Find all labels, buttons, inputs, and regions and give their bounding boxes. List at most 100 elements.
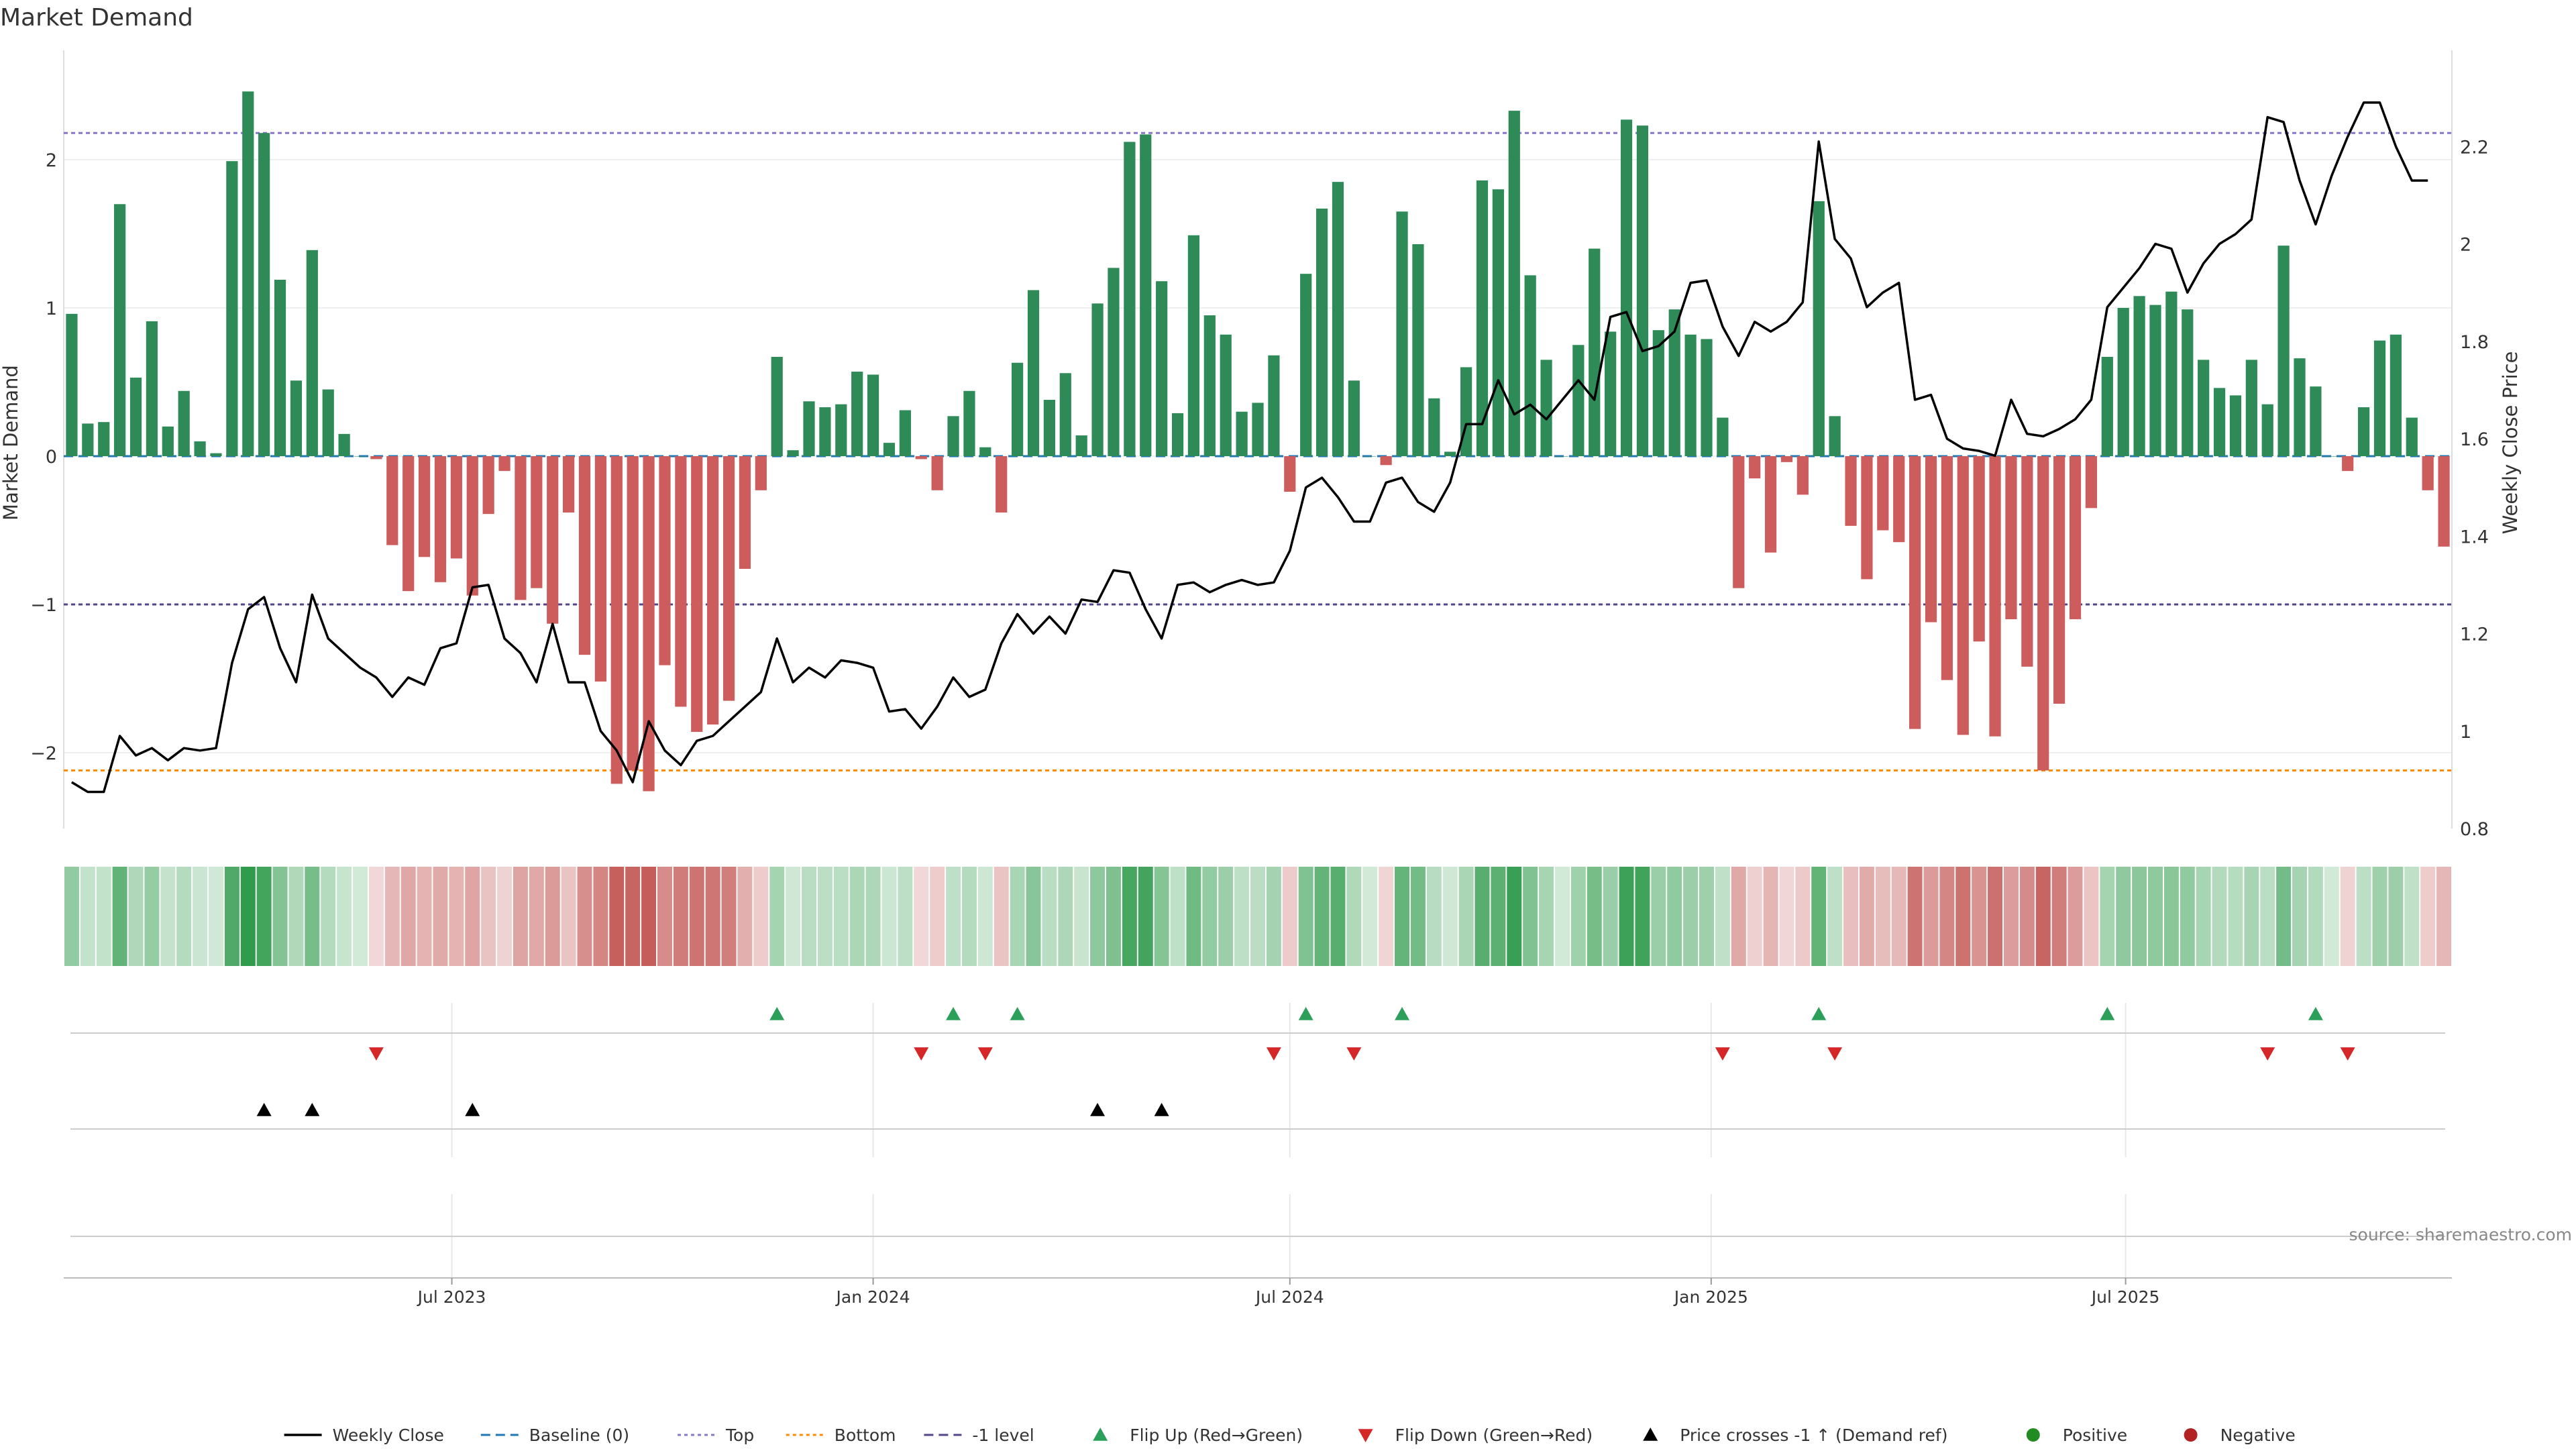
demand-bar [2438, 456, 2450, 547]
demand-bar [1075, 435, 1087, 456]
heat-cell [609, 867, 625, 966]
heat-cell [80, 867, 95, 966]
left-tick-label: 1 [46, 299, 57, 319]
heat-cell [1939, 867, 1955, 966]
heat-cell [961, 867, 977, 966]
demand-bar [578, 456, 591, 655]
flip-up-marker [2100, 1007, 2115, 1020]
demand-bar [1877, 456, 1889, 531]
demand-bar [627, 456, 639, 771]
heat-cell [2420, 867, 2436, 966]
flip-down-marker [977, 1047, 993, 1061]
x-tick-label: Jul 2025 [2090, 1287, 2160, 1307]
price-line-layer [70, 101, 2428, 794]
right-tick-label: 0.8 [2460, 819, 2489, 840]
heat-cell [817, 867, 833, 966]
left-axis-label: Market Demand [0, 365, 22, 521]
heat-cell [737, 867, 753, 966]
heat-cell [673, 867, 688, 966]
demand-bar [1444, 451, 1456, 456]
heat-cell [1843, 867, 1859, 966]
demand-bar [867, 374, 879, 456]
demand-bar [1845, 456, 1857, 526]
heat-cell [1266, 867, 1281, 966]
heat-cell [2308, 867, 2323, 966]
demand-bar [1524, 275, 1536, 456]
legend-entry: -1 level [924, 1426, 1034, 1445]
demand-bar [1636, 125, 1649, 457]
demand-bar [851, 372, 863, 456]
demand-bar [2357, 407, 2370, 456]
demand-bar [1252, 402, 1264, 456]
demand-bar [771, 356, 783, 456]
heat-cell [1811, 867, 1827, 966]
demand-bar [1348, 380, 1360, 456]
heat-cell [2003, 867, 2019, 966]
heat-cell [1955, 867, 1971, 966]
demand-bar [466, 456, 478, 596]
demand-bar [1203, 315, 1216, 456]
chart-title: Market Demand [0, 4, 193, 32]
demand-bar [1780, 456, 1793, 462]
heat-cell [1410, 867, 1426, 966]
heat-cell [2051, 867, 2067, 966]
grid-layer [63, 50, 2453, 1279]
heat-cell [2260, 867, 2275, 966]
flip-down-marker [2340, 1047, 2355, 1061]
demand-bar [258, 133, 270, 456]
demand-bar [1043, 400, 1055, 456]
heat-cell [1426, 867, 1442, 966]
heat-cell [368, 867, 384, 966]
demand-bar [1187, 235, 1200, 456]
demand-bar [963, 390, 975, 456]
demand-bar [1701, 339, 1713, 456]
heat-cell [160, 867, 176, 966]
demand-bar [146, 321, 158, 456]
price-cross-marker [256, 1103, 272, 1116]
legend-label: -1 level [972, 1426, 1034, 1445]
demand-bar [1171, 413, 1184, 456]
heat-cell [1923, 867, 1939, 966]
heat-cell [2340, 867, 2355, 966]
heat-cell [1379, 867, 1394, 966]
heat-cell [1442, 867, 1458, 966]
flip-up-marker [1298, 1007, 1313, 1020]
demand-bar [1124, 142, 1136, 457]
heat-cell [2163, 867, 2179, 966]
demand-bar [129, 377, 142, 456]
flip-down-marker [1715, 1047, 1730, 1061]
heat-cell [1186, 867, 1201, 966]
heat-cell [2436, 867, 2452, 966]
flip-up-marker [769, 1007, 785, 1020]
heat-cell [481, 867, 496, 966]
demand-bar [643, 456, 655, 792]
heat-cell [1170, 867, 1185, 966]
demand-bar [2213, 388, 2226, 456]
heat-cell [753, 867, 769, 966]
right-tick-label: 1.6 [2460, 429, 2489, 450]
x-tick-label: Jul 2024 [1254, 1287, 1324, 1307]
flip-up-marker [1010, 1007, 1025, 1020]
demand-bar [996, 456, 1008, 513]
heat-cell [914, 867, 929, 966]
demand-bar [434, 456, 447, 582]
heat-cell [2180, 867, 2195, 966]
heat-cell [1218, 867, 1234, 966]
source-note: source: sharemaestro.com [2349, 1225, 2573, 1244]
demand-bar [1941, 456, 1953, 680]
demand-bar [2198, 360, 2210, 456]
heat-cell [898, 867, 913, 966]
heat-cell [96, 867, 111, 966]
demand-bar [1396, 211, 1408, 456]
demand-bar [819, 407, 831, 456]
heat-cell [689, 867, 704, 966]
heat-cell [384, 867, 400, 966]
heat-cell [1090, 867, 1106, 966]
demand-bar [2406, 417, 2418, 456]
demand-bar [787, 450, 799, 456]
legend-label: Negative [2220, 1426, 2296, 1445]
legend-swatch-tri-up [1093, 1428, 1108, 1441]
heat-cell [272, 867, 288, 966]
demand-bar [1620, 119, 1633, 456]
heat-cell [288, 867, 304, 966]
